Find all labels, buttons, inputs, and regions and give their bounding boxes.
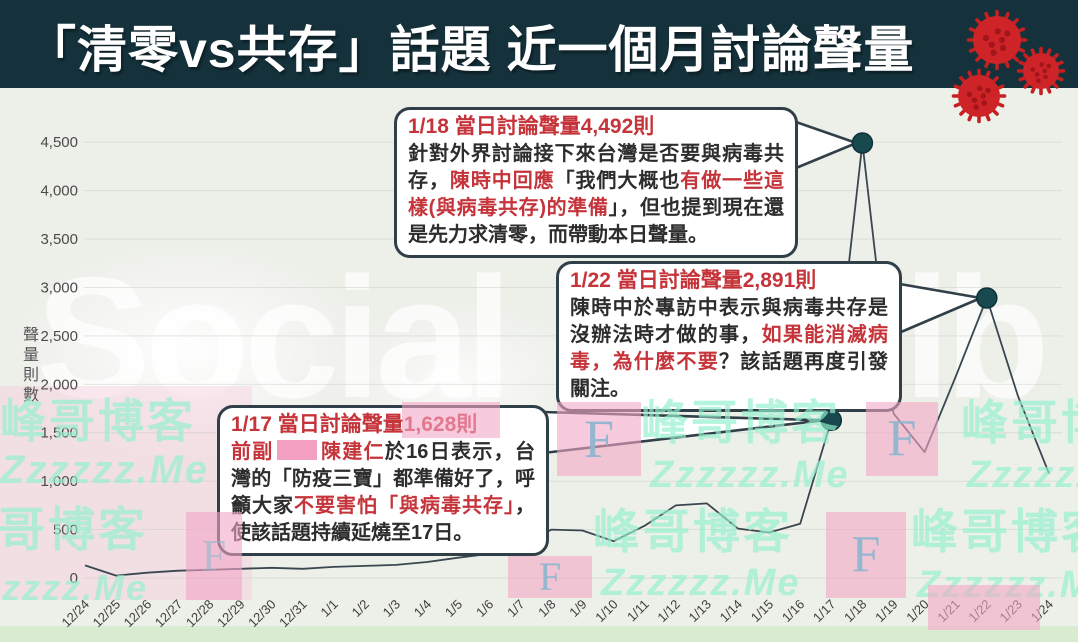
- watermark-redaction-block: [276, 440, 317, 460]
- x-tick-label: 12/25: [90, 597, 124, 631]
- x-tick-label: 1/9: [566, 597, 589, 620]
- callout-1-17-title: 1/17 當日討論聲量1,628則: [231, 413, 478, 436]
- title-bar: 「清零vs共存」話題 近一個月討論聲量: [0, 0, 1078, 88]
- x-tick-label: 12/26: [121, 597, 155, 631]
- y-tick-label: 0: [70, 570, 78, 587]
- y-tick-label: 1,500: [40, 425, 78, 442]
- x-tick-label: 1/13: [686, 597, 715, 626]
- x-tick-label: 1/11: [624, 597, 652, 625]
- x-tick-label: 1/4: [411, 597, 434, 620]
- x-tick-label: 12/31: [276, 597, 310, 631]
- x-tick-label: 1/18: [841, 597, 870, 626]
- data-point-1-17: [820, 409, 843, 432]
- x-tick-label: 1/15: [748, 597, 777, 626]
- callout-tail: [892, 281, 983, 337]
- x-tick-label: 1/6: [473, 597, 496, 620]
- x-tick-label: 12/30: [245, 597, 279, 631]
- x-tick-label: 1/3: [380, 597, 403, 620]
- x-tick-label: 12/28: [183, 597, 217, 631]
- callout-1-18-body: 針對外界討論接下來台灣是否要與病毒共存，陳時中回應「我們大概也有做一些這樣(與病…: [408, 143, 785, 246]
- y-axis-title: 聲量則數: [20, 326, 37, 406]
- x-tick-label: 12/27: [152, 597, 186, 631]
- callout-tail: [794, 120, 858, 170]
- callout-1-22-title: 1/22 當日討論聲量2,891則: [570, 269, 817, 292]
- x-tick-label: 1/2: [349, 597, 372, 620]
- x-tick-label: 1/1: [318, 597, 341, 620]
- callout-1-22: 1/22 當日討論聲量2,891則 陳時中於專訪中表示與病毒共存是沒辦法時才做的…: [556, 261, 902, 412]
- sociallab-watermark-left: Social: [36, 242, 513, 434]
- y-tick-label: 4,500: [40, 134, 78, 151]
- x-tick-label: 1/14: [717, 597, 746, 626]
- callout-1-18-title: 1/18 當日討論聲量4,492則: [408, 115, 655, 138]
- x-tick-label: 12/24: [59, 597, 93, 631]
- y-tick-label: 4,000: [40, 183, 78, 200]
- callout-1-18: 1/18 當日討論聲量4,492則 針對外界討論接下來台灣是否要與病毒共存，陳時…: [394, 107, 798, 258]
- callout-1-17: 1/17 當日討論聲量1,628則 前副 陳建仁於16日表示，台灣的「防疫三寶」都…: [217, 405, 549, 556]
- y-tick-label: 1,000: [40, 473, 78, 490]
- bottom-green-band: [0, 626, 1078, 642]
- x-tick-label: 1/22: [965, 597, 994, 626]
- data-point-1-18: [851, 132, 874, 154]
- x-tick-label: 1/17: [810, 597, 839, 626]
- x-tick-label: 1/19: [872, 597, 901, 626]
- y-tick-label: 3,000: [40, 279, 78, 296]
- x-tick-label: 12/29: [214, 597, 248, 631]
- x-tick-label: 1/12: [654, 597, 683, 626]
- sociallab-watermark-right: lb: [903, 242, 1050, 434]
- data-point-1-22: [976, 287, 998, 309]
- y-tick-label: 2,500: [40, 328, 78, 345]
- page-title: 「清零vs共存」話題 近一個月討論聲量: [26, 22, 915, 78]
- x-tick-label: 1/8: [535, 597, 558, 620]
- x-tick-label: 1/20: [903, 597, 932, 626]
- x-tick-label: 1/10: [592, 597, 621, 626]
- callout-1-17-body: 前副 陳建仁於16日表示，台灣的「防疫三寶」都準備好了，呼籲大家不要害怕「與病毒共…: [231, 440, 535, 544]
- y-tick-label: 2,000: [40, 376, 78, 393]
- x-tick-label: 1/16: [779, 597, 808, 626]
- x-tick-label: 1/23: [997, 597, 1026, 626]
- x-tick-label: 1/7: [504, 597, 527, 620]
- y-tick-label: 500: [53, 522, 78, 539]
- x-tick-label: 1/24: [1028, 597, 1057, 626]
- y-tick-label: 3,500: [40, 231, 78, 248]
- callout-1-22-body: 陳時中於專訪中表示與病毒共存是沒辦法時才做的事，如果能消滅病毒，為什麼不要？該話…: [570, 297, 889, 400]
- x-tick-label: 1/5: [442, 597, 465, 620]
- x-tick-label: 1/21: [934, 597, 963, 626]
